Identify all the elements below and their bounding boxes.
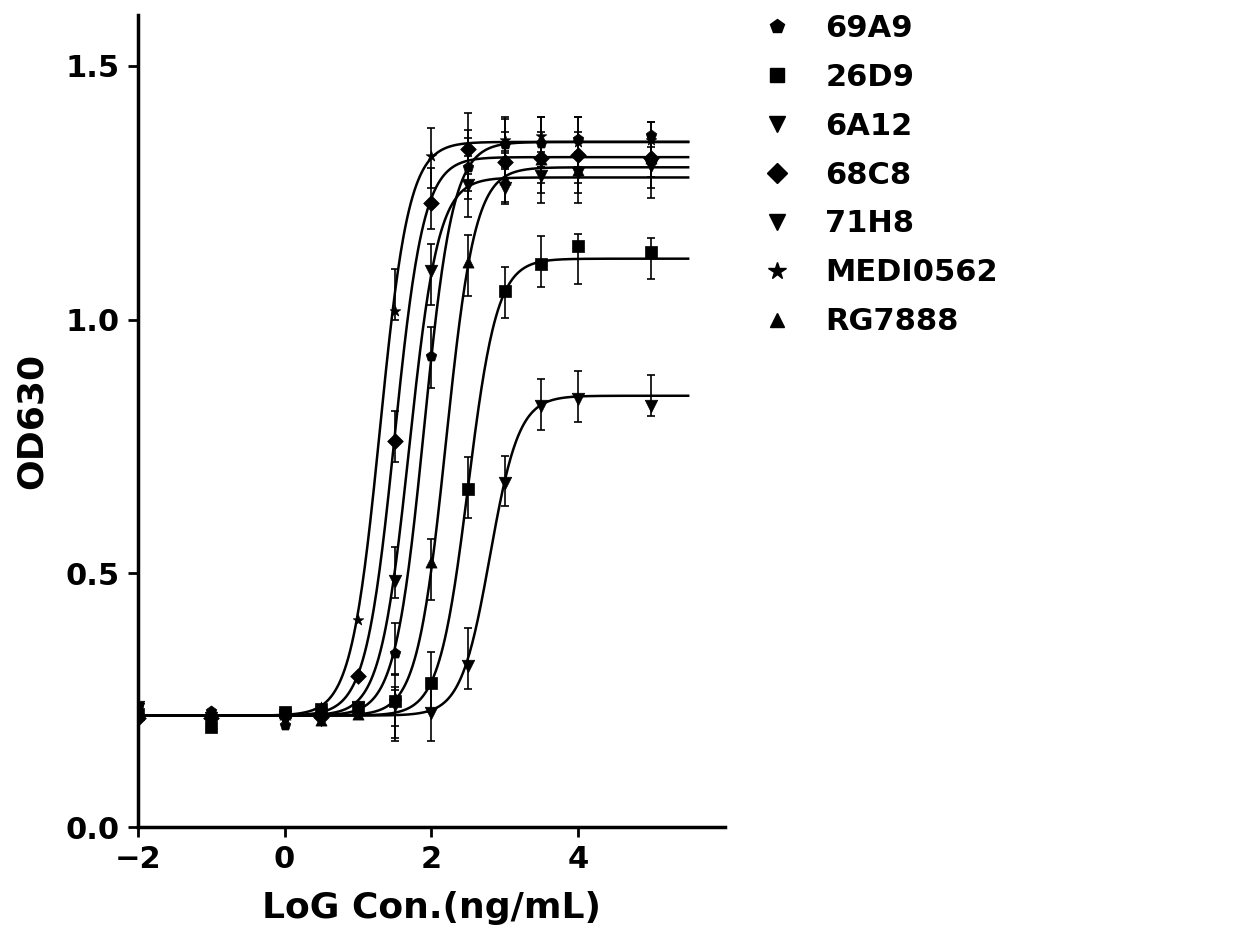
Point — [128, 700, 148, 715]
Point — [384, 573, 404, 588]
Point — [275, 707, 295, 722]
Point — [201, 707, 221, 722]
Point — [422, 149, 441, 164]
Point — [532, 150, 552, 165]
Point — [495, 136, 515, 151]
Point — [275, 707, 295, 722]
Point — [458, 142, 477, 157]
Point — [568, 163, 588, 178]
Point — [532, 135, 552, 150]
Point — [568, 238, 588, 253]
Point — [275, 717, 295, 732]
Legend: 69A9, 26D9, 6A12, 68C8, 71H8, MEDI0562, RG7888: 69A9, 26D9, 6A12, 68C8, 71H8, MEDI0562, … — [746, 14, 998, 337]
Point — [422, 196, 441, 211]
Point — [422, 555, 441, 570]
Point — [422, 263, 441, 278]
Point — [422, 705, 441, 720]
Point — [311, 706, 331, 721]
Point — [458, 482, 477, 497]
Point — [128, 702, 148, 717]
Point — [641, 150, 661, 165]
X-axis label: LoG Con.(ng/mL): LoG Con.(ng/mL) — [262, 891, 601, 925]
Point — [422, 349, 441, 364]
Point — [201, 713, 221, 728]
Point — [201, 719, 221, 734]
Point — [495, 154, 515, 169]
Point — [532, 151, 552, 166]
Point — [422, 675, 441, 690]
Point — [348, 701, 368, 716]
Point — [568, 148, 588, 163]
Point — [458, 141, 477, 156]
Point — [458, 178, 477, 193]
Point — [128, 708, 148, 723]
Point — [384, 694, 404, 709]
Point — [128, 711, 148, 726]
Point — [532, 168, 552, 183]
Point — [201, 710, 221, 725]
Point — [275, 710, 295, 725]
Point — [201, 704, 221, 719]
Point — [348, 668, 368, 683]
Point — [532, 257, 552, 272]
Point — [128, 705, 148, 720]
Point — [275, 704, 295, 719]
Point — [384, 433, 404, 448]
Point — [458, 160, 477, 175]
Point — [495, 284, 515, 299]
Point — [568, 132, 588, 147]
Point — [348, 700, 368, 715]
Point — [568, 392, 588, 407]
Point — [495, 133, 515, 148]
Point — [201, 715, 221, 730]
Point — [568, 165, 588, 180]
Point — [458, 254, 477, 269]
Point — [384, 303, 404, 318]
Point — [384, 690, 404, 705]
Point — [311, 713, 331, 728]
Point — [201, 710, 221, 725]
Point — [495, 172, 515, 187]
Point — [641, 399, 661, 414]
Point — [275, 707, 295, 722]
Point — [128, 700, 148, 715]
Point — [311, 699, 331, 714]
Point — [275, 710, 295, 725]
Point — [495, 180, 515, 196]
Point — [348, 707, 368, 722]
Point — [641, 159, 661, 174]
Point — [311, 710, 331, 725]
Y-axis label: OD630: OD630 — [15, 353, 50, 489]
Point — [384, 646, 404, 661]
Point — [641, 150, 661, 165]
Point — [532, 399, 552, 414]
Point — [641, 127, 661, 142]
Point — [568, 134, 588, 149]
Point — [311, 708, 331, 723]
Point — [348, 613, 368, 628]
Point — [641, 133, 661, 148]
Point — [128, 706, 148, 721]
Point — [384, 697, 404, 713]
Point — [348, 699, 368, 714]
Point — [311, 713, 331, 728]
Point — [495, 475, 515, 490]
Point — [311, 701, 331, 716]
Point — [641, 244, 661, 259]
Point — [532, 129, 552, 144]
Point — [348, 698, 368, 713]
Point — [458, 658, 477, 673]
